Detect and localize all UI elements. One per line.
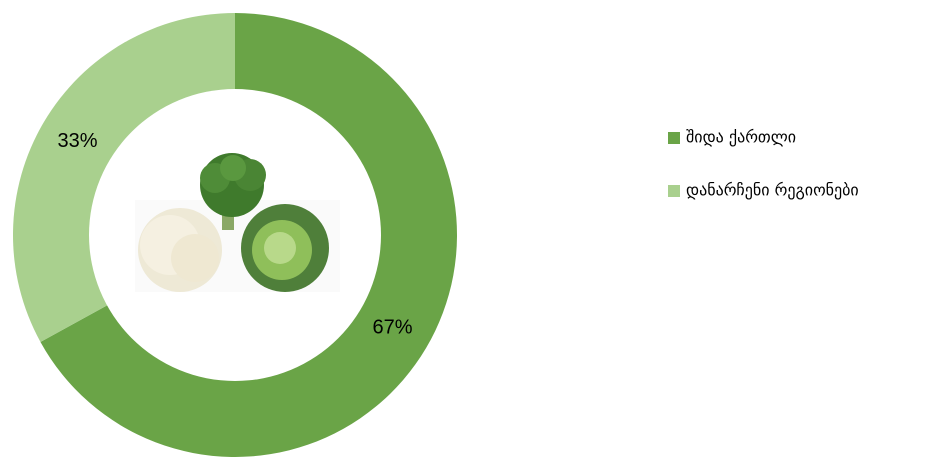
- legend-swatch: [668, 132, 680, 144]
- data-label: 33%: [57, 130, 97, 152]
- legend-swatch: [668, 185, 680, 197]
- legend-label: შიდა ქართლი: [686, 128, 796, 147]
- data-label: 67%: [373, 316, 413, 338]
- vegetables-image: [135, 153, 340, 292]
- legend: შიდა ქართლი დანარჩენი რეგიონები: [668, 128, 859, 200]
- legend-label: დანარჩენი რეგიონები: [686, 181, 859, 200]
